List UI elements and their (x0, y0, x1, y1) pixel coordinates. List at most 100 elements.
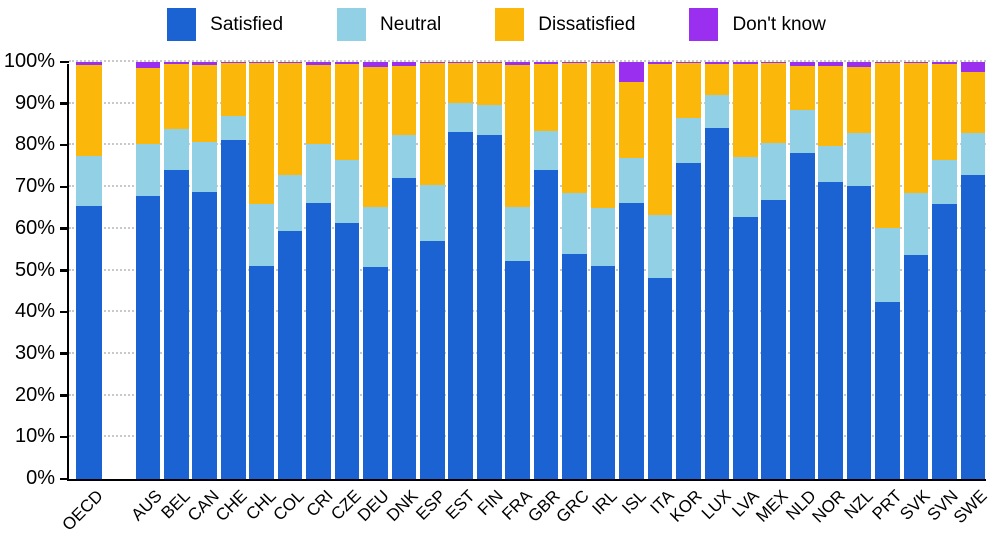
bar-mex (761, 62, 787, 479)
segment-dissatisfied-svk (903, 62, 929, 193)
segment-satisfied-nzl (846, 185, 872, 479)
y-axis-label-60pct: 60% (14, 216, 55, 239)
segment-don-t-know-prt (875, 62, 900, 63)
segment-dissatisfied-swe (960, 72, 986, 133)
bar-prt (875, 62, 900, 479)
segment-don-t-know-chl (249, 62, 274, 63)
segment-neutral-fra (505, 207, 531, 261)
segment-dissatisfied-cri (306, 65, 331, 145)
segment-don-t-know-isl (619, 62, 644, 82)
y-axis-label-50pct: 50% (14, 258, 55, 281)
segment-satisfied-svn (932, 203, 957, 479)
segment-don-t-know-nzl (846, 62, 872, 68)
bar-ita (647, 62, 673, 479)
segment-dissatisfied-col (277, 63, 303, 175)
segment-don-t-know-svk (903, 62, 929, 63)
bar-chl (249, 62, 274, 479)
bar-svk (903, 62, 929, 479)
plot-area: 0% 10% 20% 30% 40% 50% 60% 70% 80% 90% 100% OECD AUS… (4, 50, 991, 534)
y-axis-tick-20pct (60, 394, 69, 397)
y-axis-tick-40pct (60, 310, 69, 314)
segment-neutral-svn (932, 160, 957, 204)
y-axis-tick-90pct (60, 102, 69, 105)
bar-cze (334, 62, 360, 479)
legend-item-neutral: Neutral (337, 8, 441, 41)
y-axis-tick-80pct (60, 143, 69, 147)
segment-don-t-know-swe (960, 62, 986, 73)
bar-can (192, 62, 218, 479)
y-axis-tick-10pct (60, 435, 69, 439)
segment-satisfied-can (192, 192, 218, 479)
segment-neutral-lva (732, 156, 758, 218)
segment-neutral-chl (249, 203, 274, 267)
y-axis-label-10pct: 10% (14, 425, 55, 448)
segment-dissatisfied-nld (789, 66, 815, 110)
legend-item-dont-know: Don't know (689, 8, 826, 41)
segment-dissatisfied-gbr (533, 64, 559, 131)
segment-satisfied-gbr (533, 170, 559, 479)
segment-neutral-lux (704, 95, 730, 128)
segment-dissatisfied-est (448, 62, 474, 103)
legend-label-dissatisfied: Dissatisfied (538, 14, 636, 35)
segment-satisfied-grc (562, 253, 587, 479)
bar-lva (732, 62, 758, 479)
segment-don-t-know-svn (932, 62, 957, 65)
segment-satisfied-nld (789, 152, 815, 479)
segment-dissatisfied-oecd (76, 64, 102, 156)
segment-satisfied-dnk (391, 177, 417, 479)
bar-est (448, 62, 474, 479)
segment-neutral-cri (306, 144, 331, 203)
segment-don-t-know-aus (135, 62, 161, 69)
segment-neutral-est (448, 102, 474, 133)
segment-dissatisfied-nor (818, 66, 843, 147)
segment-dissatisfied-chl (249, 62, 274, 204)
segment-neutral-isl (619, 158, 644, 203)
segment-don-t-know-kor (676, 62, 701, 64)
bar-col (277, 62, 303, 479)
segment-dissatisfied-dnk (391, 66, 417, 135)
y-axis-tick-50pct (60, 269, 69, 272)
bar-bel (163, 62, 189, 479)
segment-neutral-swe (960, 132, 986, 175)
bar-fra (505, 62, 531, 479)
segment-dissatisfied-svn (932, 64, 957, 160)
segment-don-t-know-bel (163, 62, 189, 65)
segment-neutral-gbr (533, 130, 559, 171)
segment-satisfied-aus (135, 196, 161, 479)
segment-dissatisfied-can (192, 65, 218, 142)
y-axis-label-20pct: 20% (14, 383, 55, 406)
segment-neutral-deu (363, 206, 388, 268)
segment-don-t-know-lux (704, 62, 730, 65)
segment-neutral-irl (590, 207, 616, 267)
segment-don-t-know-nor (818, 62, 843, 67)
segment-satisfied-deu (363, 267, 388, 479)
legend-swatch-satisfied (167, 8, 197, 41)
segment-dissatisfied-cze (334, 64, 360, 160)
segment-satisfied-cze (334, 222, 360, 479)
segment-neutral-svk (903, 192, 929, 256)
segment-satisfied-kor (676, 162, 701, 479)
segment-neutral-nld (789, 109, 815, 153)
segment-neutral-cze (334, 160, 360, 223)
x-axis-label-oecd: OECD (58, 486, 107, 535)
bar-fin (476, 62, 502, 479)
segment-dissatisfied-irl (590, 62, 616, 208)
segment-don-t-know-nld (789, 62, 815, 67)
bar-nld (789, 62, 815, 479)
segment-neutral-grc (562, 192, 587, 254)
y-axis-tick-60pct (60, 227, 69, 230)
segment-satisfied-isl (619, 202, 644, 479)
segment-neutral-fin (476, 104, 502, 135)
segment-satisfied-lva (732, 217, 758, 479)
segment-dissatisfied-kor (676, 63, 701, 119)
bar-che (220, 62, 246, 479)
segment-satisfied-col (277, 230, 303, 479)
segment-dissatisfied-isl (619, 81, 644, 159)
segment-don-t-know-deu (363, 62, 388, 68)
y-axis-label-0pct: 0% (26, 467, 55, 489)
bar-irl (590, 62, 616, 479)
segment-dissatisfied-bel (163, 64, 189, 130)
legend-item-satisfied: Satisfied (167, 8, 283, 41)
segment-don-t-know-gbr (533, 62, 559, 65)
segment-don-t-know-can (192, 62, 218, 66)
